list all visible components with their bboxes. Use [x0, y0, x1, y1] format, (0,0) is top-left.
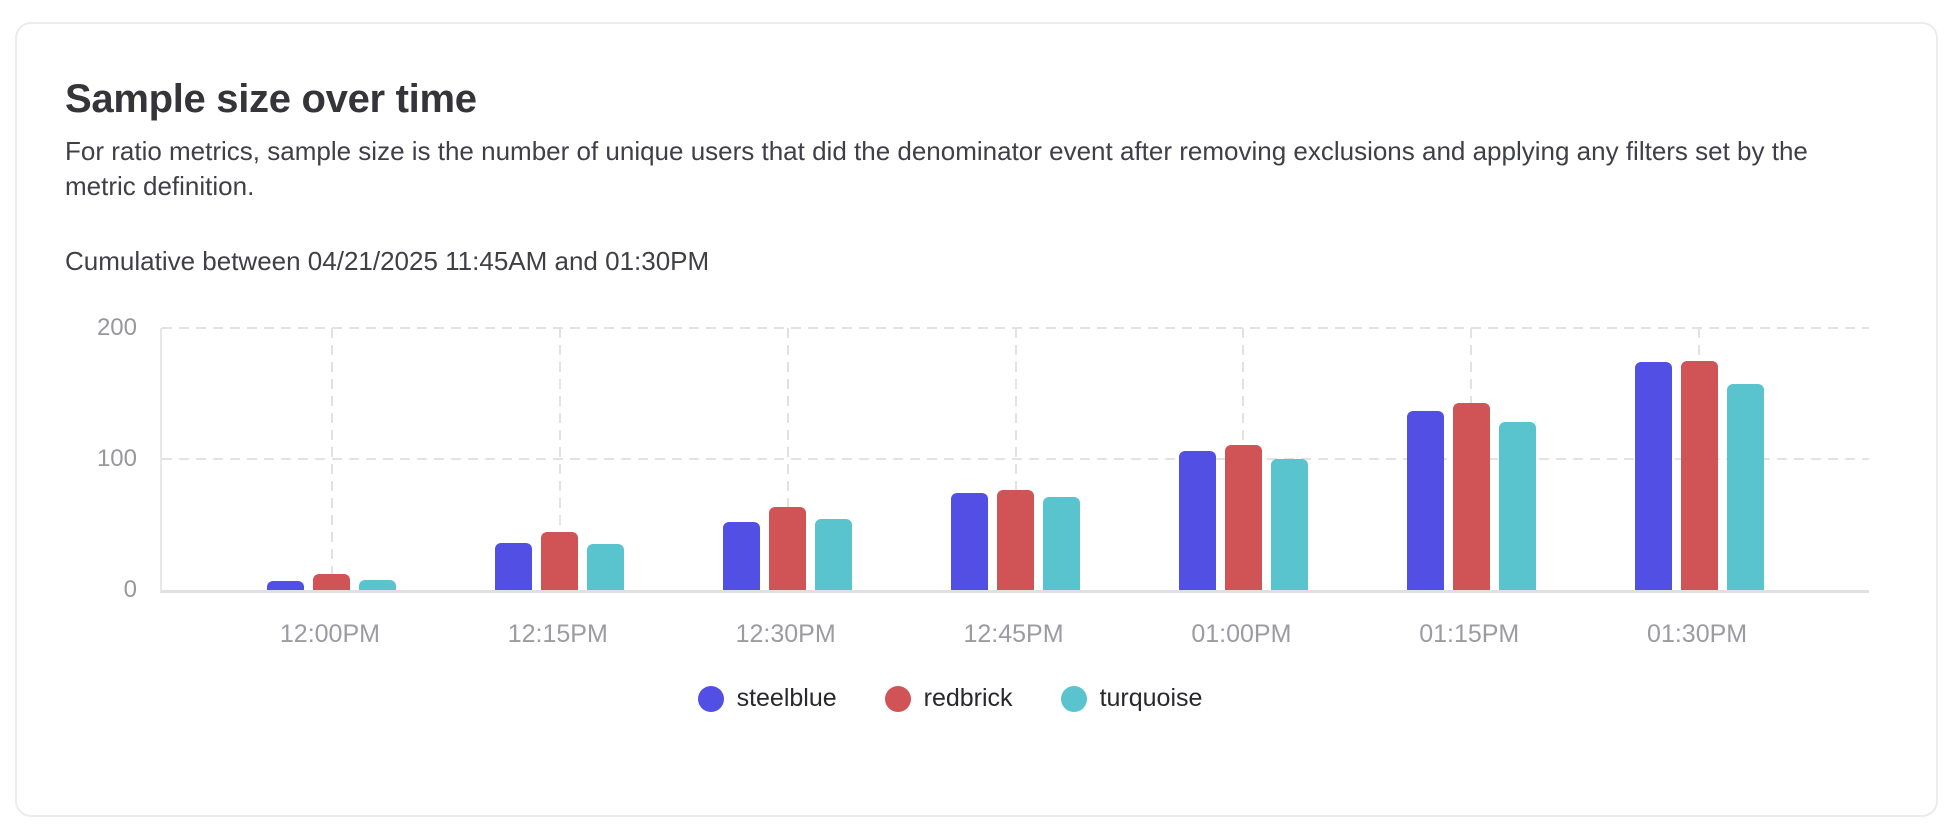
y-axis: 200 100 0 [35, 314, 137, 603]
x-axis-labels: 12:00PM 12:15PM 12:30PM 12:45PM 01:00PM 01:15… [160, 620, 1867, 649]
category-slot [446, 328, 674, 590]
bar-steelblue[interactable] [1406, 410, 1444, 590]
sample-size-card: Sample size over time For ratio metrics,… [15, 22, 1938, 817]
bar-turquoise[interactable] [1726, 384, 1764, 590]
bar-redbrick[interactable] [1224, 444, 1262, 590]
bar-group [674, 328, 902, 590]
bar-steelblue[interactable] [495, 542, 533, 590]
x-axis-label: 01:15PM [1419, 620, 1520, 648]
vertical-gridline [330, 328, 333, 590]
bar-turquoise[interactable] [359, 579, 397, 590]
bar-group [1585, 328, 1813, 590]
bar-group [902, 328, 1130, 590]
bar-steelblue[interactable] [1178, 451, 1216, 590]
bar-steelblue[interactable] [1634, 362, 1672, 590]
bar-turquoise[interactable] [1043, 497, 1080, 590]
bar-steelblue[interactable] [267, 580, 305, 590]
plot-area [160, 327, 1869, 593]
bar-steelblue[interactable] [723, 521, 761, 590]
legend-color-dot [1060, 685, 1087, 712]
plot-groups [162, 328, 1869, 590]
page-title: Sample size over time [65, 76, 477, 121]
y-axis-tick-100: 100 [96, 445, 137, 472]
legend-label: turquoise [1099, 684, 1203, 712]
category-slot [1129, 328, 1357, 590]
vertical-gridline [786, 328, 789, 590]
bar-turquoise[interactable] [587, 544, 625, 590]
bar-redbrick[interactable] [541, 532, 579, 590]
x-axis-label: 01:30PM [1647, 620, 1748, 648]
category-slot [674, 328, 902, 590]
legend-label: steelblue [736, 684, 837, 712]
bar-redbrick[interactable] [1680, 360, 1718, 590]
bar-turquoise[interactable] [1270, 459, 1308, 590]
x-axis-label: 01:00PM [1191, 620, 1292, 648]
bar-turquoise[interactable] [1498, 422, 1536, 590]
x-axis-label: 12:30PM [735, 620, 836, 648]
bar-redbrick[interactable] [769, 507, 807, 590]
x-axis-label: 12:45PM [963, 620, 1064, 648]
vertical-gridline [558, 328, 561, 590]
legend-item-redbrick[interactable]: redbrick [884, 684, 1013, 713]
bar-steelblue[interactable] [951, 493, 988, 590]
legend-item-turquoise[interactable]: turquoise [1060, 684, 1203, 713]
bar-group [446, 328, 674, 590]
y-axis-tick-0: 0 [123, 576, 137, 603]
category-slot [902, 328, 1130, 590]
bar-turquoise[interactable] [815, 519, 853, 590]
vertical-gridline [1014, 328, 1017, 590]
category-slot [1357, 328, 1585, 590]
bar-group [218, 328, 446, 590]
legend-color-dot [884, 685, 911, 712]
legend-color-dot [697, 685, 724, 712]
bar-group [1357, 328, 1585, 590]
x-axis-label: 12:15PM [507, 620, 608, 648]
y-axis-tick-200: 200 [96, 314, 137, 341]
category-slot [218, 328, 446, 590]
legend-label: redbrick [923, 684, 1013, 712]
legend-item-steelblue[interactable]: steelblue [697, 684, 837, 713]
bar-redbrick[interactable] [997, 490, 1034, 590]
bar-group [1129, 328, 1357, 590]
cumulative-range-label: Cumulative between 04/21/2025 11:45AM an… [65, 246, 710, 276]
bar-redbrick[interactable] [1452, 402, 1490, 590]
chart-description: For ratio metrics, sample size is the nu… [65, 136, 1808, 201]
bar-redbrick[interactable] [313, 574, 351, 590]
category-slot [1585, 328, 1813, 590]
x-axis-label: 12:00PM [279, 620, 380, 648]
legend: steelblue redbrick turquoise [160, 684, 1740, 713]
